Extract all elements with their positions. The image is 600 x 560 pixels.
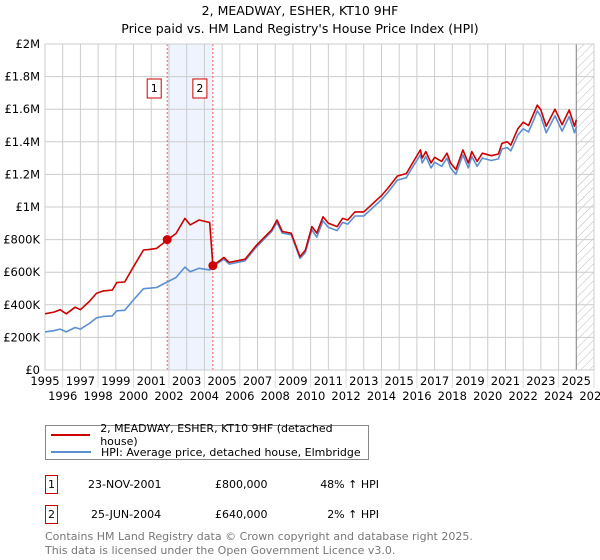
x-tick-label: 2010 [296,389,325,403]
y-tick-label: £800K [3,233,40,247]
y-tick-label: £1.6M [4,102,40,116]
y-tick-label: £600K [3,265,40,279]
price-chart: 1995199619971998199920002001200220032004… [3,37,600,403]
legend-label: 2, MEADWAY, ESHER, KT10 9HF (detached ho… [100,422,333,448]
y-tick-label: £1.8M [4,70,40,84]
x-tick-label: 2015 [385,374,414,388]
sale-hpi-diff: 2% ↑ HPI [327,508,379,521]
sale-hpi-diff: 48% ↑ HPI [320,478,379,491]
x-tick-label: 2020 [473,389,502,403]
x-tick-label: 1998 [83,389,112,403]
x-tick-label: 2021 [491,374,520,388]
x-tick-label: 2008 [261,389,290,403]
x-tick-label: 2022 [509,389,538,403]
sale-point [208,261,218,271]
x-tick-label: 2012 [331,389,360,403]
y-tick-label: £200K [3,330,40,344]
x-tick-label: 2005 [207,374,236,388]
footer-license: This data is licensed under the Open Gov… [45,544,396,557]
sale-date: 25-JUN-2004 [91,508,162,521]
x-tick-label: 2000 [119,389,148,403]
x-tick-label: 2003 [172,374,201,388]
chart-title: 2, MEADWAY, ESHER, KT10 9HF [201,3,399,18]
y-tick-label: £400K [3,298,40,312]
y-tick-label: £1.4M [4,135,40,149]
property-series-line [44,104,578,315]
x-tick-label: 2026 [579,389,600,403]
hpi-series-line [44,110,578,333]
legend-item-hpi: HPI: Average price, detached house, Elmb… [51,444,361,460]
sale-number-badge: 2 [45,505,58,524]
x-tick-label: 2007 [243,374,272,388]
x-tick-label: 1999 [101,374,130,388]
x-tick-label: 2016 [402,389,431,403]
x-tick-label: 2009 [278,374,307,388]
sale-price: £640,000 [215,508,268,521]
sale-badge-label: 1 [151,82,158,95]
sale-row: 2 25-JUN-2004 £640,000 2% ↑ HPI [45,505,379,525]
x-tick-label: 2025 [562,374,591,388]
x-tick-label: 2006 [225,389,254,403]
x-tick-label: 2024 [544,389,573,403]
x-tick-label: 2004 [190,389,219,403]
legend-swatch-blue [51,451,91,453]
sale-price: £800,000 [215,478,268,491]
x-tick-label: 2001 [137,374,166,388]
sale-point [162,235,172,245]
chart-legend: 2, MEADWAY, ESHER, KT10 9HF (detached ho… [45,422,369,460]
x-tick-label: 2017 [420,374,449,388]
x-tick-label: 2011 [314,374,343,388]
plot-frame [44,43,595,371]
legend-label: HPI: Average price, detached house, Elmb… [101,445,361,459]
sale-date: 23-NOV-2001 [88,478,162,491]
x-tick-label: 2019 [455,374,484,388]
x-tick-label: 1996 [48,389,77,403]
footer-copyright: Contains HM Land Registry data © Crown c… [45,530,473,543]
x-tick-label: 1995 [30,374,59,388]
y-tick-label: £0 [25,363,40,377]
x-tick-label: 2023 [526,374,555,388]
legend-item-property: 2, MEADWAY, ESHER, KT10 9HF (detached ho… [51,422,368,448]
sale-badge [146,78,162,99]
sale-number-badge: 1 [45,475,58,494]
x-tick-label: 2018 [438,389,467,403]
x-tick-label: 2013 [349,374,378,388]
x-tick-label: 2002 [154,389,183,403]
y-tick-label: £1M [15,200,40,214]
x-tick-label: 2014 [367,389,396,403]
sale-badge [192,78,208,99]
chart-subtitle: Price paid vs. HM Land Registry's House … [121,21,479,36]
sale-row: 1 23-NOV-2001 £800,000 48% ↑ HPI [45,475,379,495]
sale-badge-label: 2 [196,82,203,95]
legend-swatch-red [51,434,91,436]
x-tick-label: 1997 [66,374,95,388]
y-tick-label: £1.2M [4,167,40,181]
y-tick-label: £2M [15,37,40,51]
